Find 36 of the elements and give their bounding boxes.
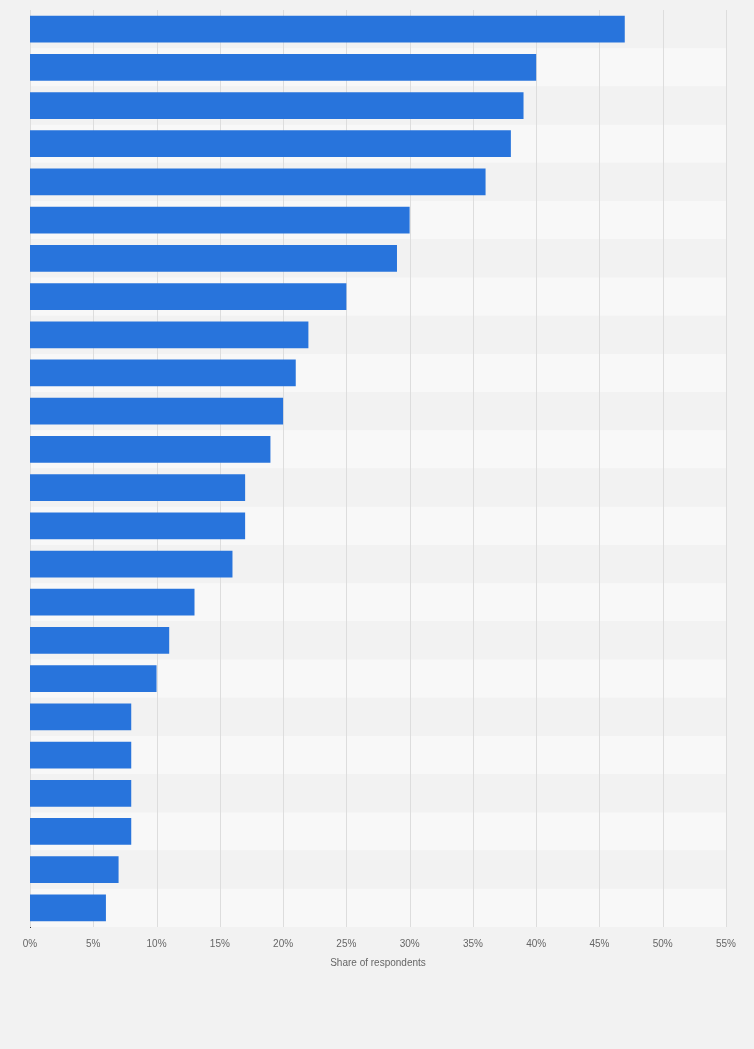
bar [30, 703, 132, 731]
bar [30, 665, 157, 693]
x-tick-label: 15% [209, 937, 230, 949]
bar [30, 244, 397, 272]
x-tick-label: 25% [336, 937, 357, 949]
x-tick-label: 30% [399, 937, 420, 949]
bar [30, 550, 233, 578]
x-tick-label: 0% [22, 937, 38, 949]
bar [30, 168, 486, 196]
bar [30, 436, 271, 463]
bar [30, 130, 511, 158]
bar [30, 283, 347, 310]
x-axis-title: Share of respondents [330, 956, 426, 968]
bar [30, 474, 246, 501]
x-tick-label: 5% [86, 937, 101, 949]
x-tick-label: 50% [652, 937, 673, 949]
bar [30, 92, 524, 119]
bar [30, 588, 195, 616]
bar [30, 206, 410, 234]
bar [30, 397, 284, 425]
x-tick-label: 20% [273, 937, 294, 949]
x-tick-label: 45% [589, 937, 610, 949]
bar [30, 321, 309, 349]
bar [30, 818, 132, 845]
x-tick-label: 55% [715, 937, 737, 949]
bar [30, 627, 170, 654]
bar [30, 894, 106, 922]
x-tick-label: 35% [462, 937, 484, 949]
bar [30, 359, 296, 387]
bar [30, 741, 132, 769]
bar [30, 512, 246, 540]
x-tick-label: 40% [526, 937, 547, 949]
bar [30, 856, 119, 884]
bar [30, 53, 537, 81]
bar [30, 779, 132, 807]
x-tick-label: 10% [146, 937, 167, 949]
